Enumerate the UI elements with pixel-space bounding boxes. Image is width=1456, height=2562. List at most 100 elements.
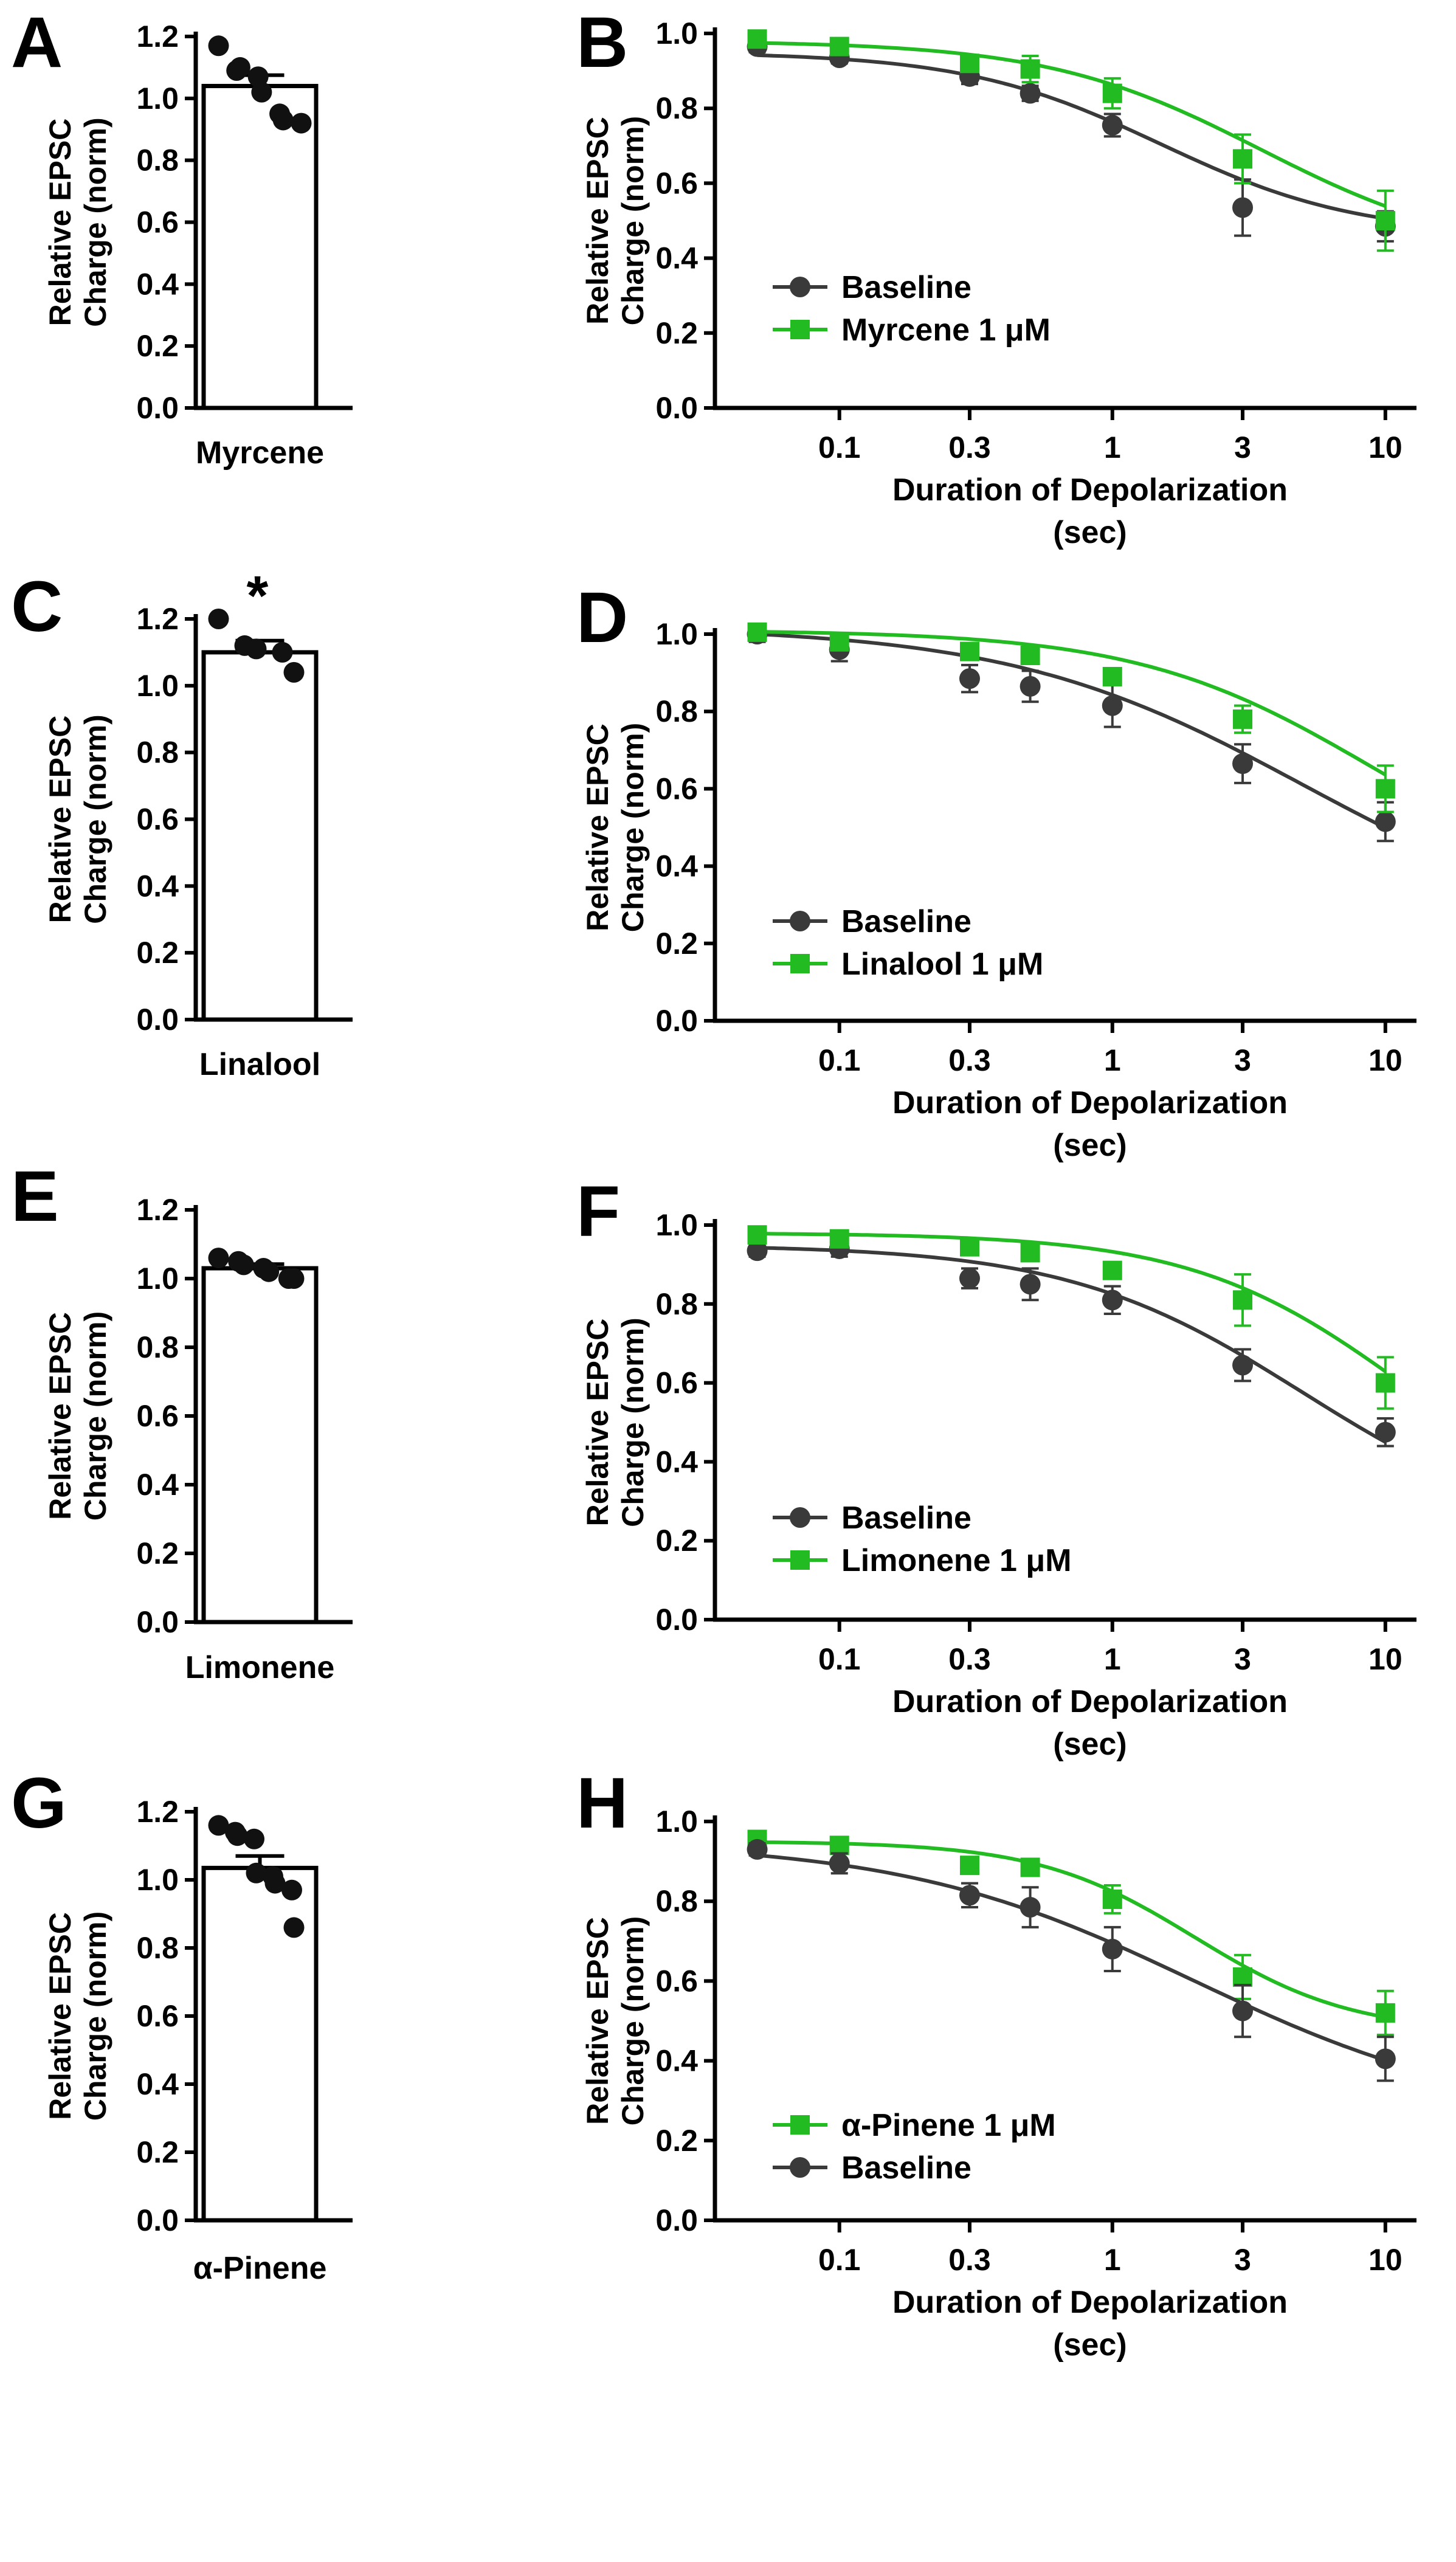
x-tick-label: 10 <box>1368 1043 1403 1077</box>
legend-marker <box>790 954 810 973</box>
data-point <box>747 1839 768 1860</box>
data-point <box>244 1828 264 1849</box>
data-point <box>208 1248 229 1269</box>
data-point <box>227 1825 248 1846</box>
y-tick-label: 0.6 <box>136 803 179 837</box>
series-fit-line <box>757 1246 1387 1444</box>
y-tick-label: 1.0 <box>136 669 179 703</box>
data-point <box>1375 211 1395 230</box>
y-tick-label: 0.2 <box>136 329 179 363</box>
panel-h: Hα-Pinene 1 μM Baseline 0.0 0.2 0.4 0.6 0.8 1.0… <box>576 1763 1416 2363</box>
data-point <box>272 641 293 663</box>
legend-marker <box>790 2115 810 2135</box>
y-tick-label: 1.2 <box>136 1193 179 1227</box>
legend-label: Baseline <box>841 270 971 305</box>
y-tick-label: 0.8 <box>136 1330 179 1364</box>
series-fit-line <box>757 1840 1386 2019</box>
legend-marker <box>790 1507 810 1528</box>
data-point <box>1102 1290 1123 1311</box>
y-tick-label: 0.6 <box>136 1399 179 1433</box>
x-axis-label: Duration of Depolarization <box>892 472 1288 508</box>
data-point <box>258 1261 280 1282</box>
x-tick-label: 3 <box>1234 1642 1251 1676</box>
data-point <box>281 1879 302 1901</box>
data-point <box>829 1835 849 1856</box>
x-tick-label: 1 <box>1104 1642 1121 1676</box>
data-point <box>283 1917 305 1938</box>
y-axis-label: Charge (norm) <box>616 723 650 932</box>
panel-label: B <box>576 2 628 83</box>
legend-marker <box>790 320 810 339</box>
data-point <box>747 29 767 49</box>
panel-label: C <box>11 567 63 647</box>
y-tick-label: 0.8 <box>136 1931 179 1965</box>
x-axis-label: Duration of Depolarization <box>892 1085 1288 1120</box>
y-tick-label: 0.4 <box>136 869 179 903</box>
data-point <box>251 81 272 103</box>
y-axis-label: Charge (norm) <box>78 1911 112 2121</box>
x-tick-label: 3 <box>1234 430 1251 464</box>
y-tick-label: 1.2 <box>136 1795 179 1829</box>
data-point <box>1233 709 1253 729</box>
x-tick-label: 1 <box>1104 430 1121 464</box>
x-tick-label: 0.3 <box>948 2243 991 2277</box>
data-point <box>747 622 767 642</box>
data-point <box>959 1885 980 1906</box>
y-tick-label: 0.0 <box>136 391 179 425</box>
data-point <box>1232 753 1254 775</box>
category-label: Limonene <box>185 1650 335 1685</box>
data-point <box>1102 1889 1122 1909</box>
x-axis-label: (sec) <box>1053 2327 1127 2363</box>
bar <box>201 1266 319 1625</box>
data-point <box>959 1237 979 1257</box>
y-tick-label: 0.0 <box>655 2203 698 2237</box>
y-tick-label: 0.0 <box>136 1605 179 1639</box>
y-tick-label: 1.0 <box>136 1262 179 1296</box>
y-tick-label: 0.4 <box>655 849 698 883</box>
category-label: α-Pinene <box>193 2251 327 2286</box>
data-point <box>829 1229 849 1249</box>
data-point <box>1102 1938 1123 1959</box>
legend-marker <box>790 277 810 297</box>
data-point <box>1020 645 1040 665</box>
data-point <box>264 1873 286 1894</box>
data-point <box>1232 2000 1254 2022</box>
x-tick-label: 0.1 <box>818 1642 861 1676</box>
y-tick-label: 0.8 <box>136 143 179 178</box>
y-tick-label: 0.0 <box>136 1003 179 1037</box>
category-label: Myrcene <box>196 435 324 471</box>
data-point <box>1020 1274 1041 1295</box>
y-tick-label: 0.4 <box>136 2067 179 2101</box>
y-tick-label: 1.0 <box>655 617 698 651</box>
x-tick-label: 0.3 <box>948 1642 991 1676</box>
panel-label: G <box>11 1763 67 1843</box>
data-point <box>1102 695 1123 716</box>
data-point <box>829 632 849 652</box>
data-point <box>1375 811 1396 832</box>
y-tick-label: 0.6 <box>655 772 698 806</box>
series-fit-line <box>757 630 1387 776</box>
data-point <box>959 54 979 74</box>
x-axis-label: (sec) <box>1053 1727 1127 1762</box>
data-point <box>283 1268 305 1289</box>
x-tick-label: 10 <box>1368 430 1403 464</box>
data-point <box>1375 1373 1395 1393</box>
y-tick-label: 0.8 <box>136 736 179 770</box>
y-axis-label: Relative EPSC <box>581 1917 615 2125</box>
y-tick-label: 0.4 <box>655 1445 698 1479</box>
data-point <box>208 609 229 629</box>
data-point <box>1102 114 1123 136</box>
data-point <box>246 1862 267 1884</box>
data-point <box>1232 1355 1254 1376</box>
panel-label: F <box>576 1172 620 1252</box>
y-tick-label: 1.0 <box>655 1804 698 1839</box>
data-point <box>1233 1290 1253 1310</box>
x-tick-label: 10 <box>1368 1642 1403 1676</box>
data-point <box>1233 149 1253 169</box>
series-fit-line <box>757 41 1386 208</box>
y-tick-label: 0.8 <box>655 1287 698 1321</box>
legend-label: Baseline <box>841 1500 971 1536</box>
y-tick-label: 0.2 <box>655 2124 698 2158</box>
x-tick-label: 0.1 <box>818 1043 861 1077</box>
